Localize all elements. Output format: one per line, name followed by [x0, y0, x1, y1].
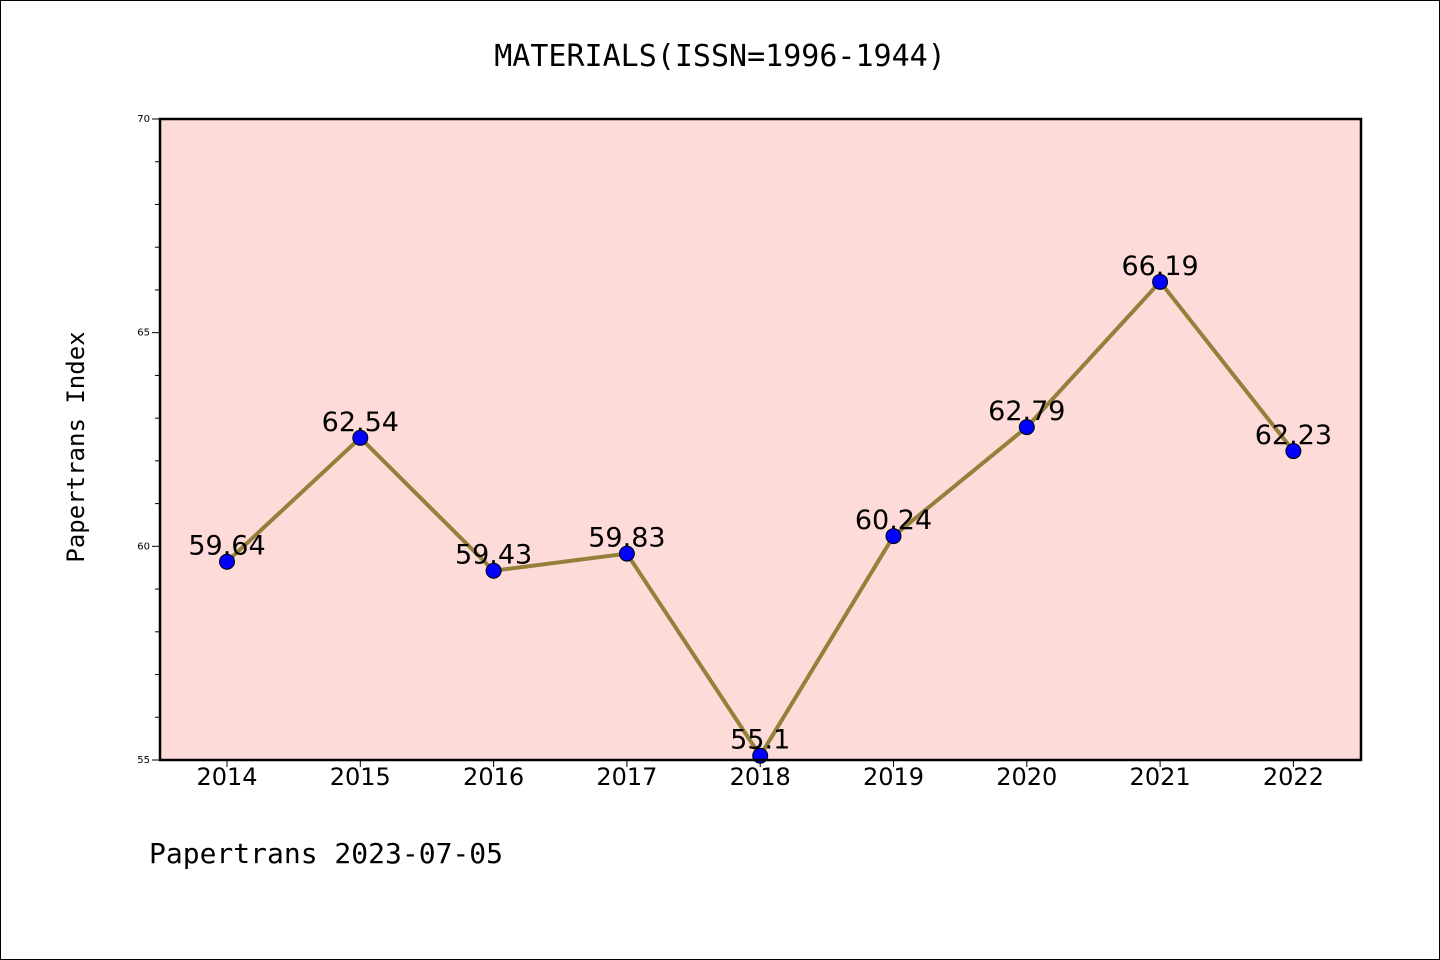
- x-tick-label: 2015: [330, 763, 391, 791]
- x-tick-label: 2021: [1130, 763, 1191, 791]
- x-tick-label: 2022: [1263, 763, 1324, 791]
- y-tick-label: 60: [137, 541, 150, 552]
- x-tick-label: 2014: [196, 763, 257, 791]
- x-tick-label: 2019: [863, 763, 924, 791]
- data-point: [618, 545, 635, 562]
- series-layer: [219, 273, 1302, 764]
- plot-area: [160, 119, 1361, 760]
- y-tick-label: 65: [137, 328, 150, 339]
- x-tick-label: 2018: [730, 763, 791, 791]
- data-label: 62.54: [322, 407, 399, 438]
- data-label: 62.23: [1255, 420, 1332, 451]
- data-point: [885, 528, 902, 545]
- chart-title: MATERIALS(ISSN=1996-1944): [494, 39, 946, 74]
- data-label: 59.64: [188, 531, 265, 562]
- x-tick-label: 2020: [996, 763, 1057, 791]
- y-axis: 55 60 65 70: [137, 114, 160, 766]
- footer-text: Papertrans 2023-07-05: [149, 837, 503, 870]
- data-point: [1152, 273, 1169, 290]
- x-tick-label: 2016: [463, 763, 524, 791]
- data-point: [352, 429, 369, 446]
- x-tick-label: 2017: [596, 763, 657, 791]
- y-tick-label: 70: [137, 114, 150, 125]
- data-label: 59.43: [455, 540, 532, 571]
- data-point: [1018, 419, 1035, 436]
- data-label: 55.1: [730, 725, 790, 756]
- data-point: [1285, 443, 1302, 460]
- data-labels: 59.64 62.54 59.43 59.83 55.1 60.24 62.79 66.19 6…: [188, 251, 1332, 756]
- data-label: 66.19: [1121, 251, 1198, 282]
- data-label: 62.79: [988, 396, 1065, 427]
- plot-border: [158, 117, 1363, 762]
- data-label: 59.83: [588, 523, 665, 554]
- x-axis: 2014 2015 2016 2017 2018 2019 2020 2021 2022: [196, 760, 1324, 791]
- data-point: [219, 553, 235, 570]
- data-label: 60.24: [855, 505, 932, 536]
- y-axis-label: Papertrans Index: [62, 331, 90, 562]
- data-point: [485, 562, 502, 579]
- y-tick-label: 55: [137, 755, 150, 766]
